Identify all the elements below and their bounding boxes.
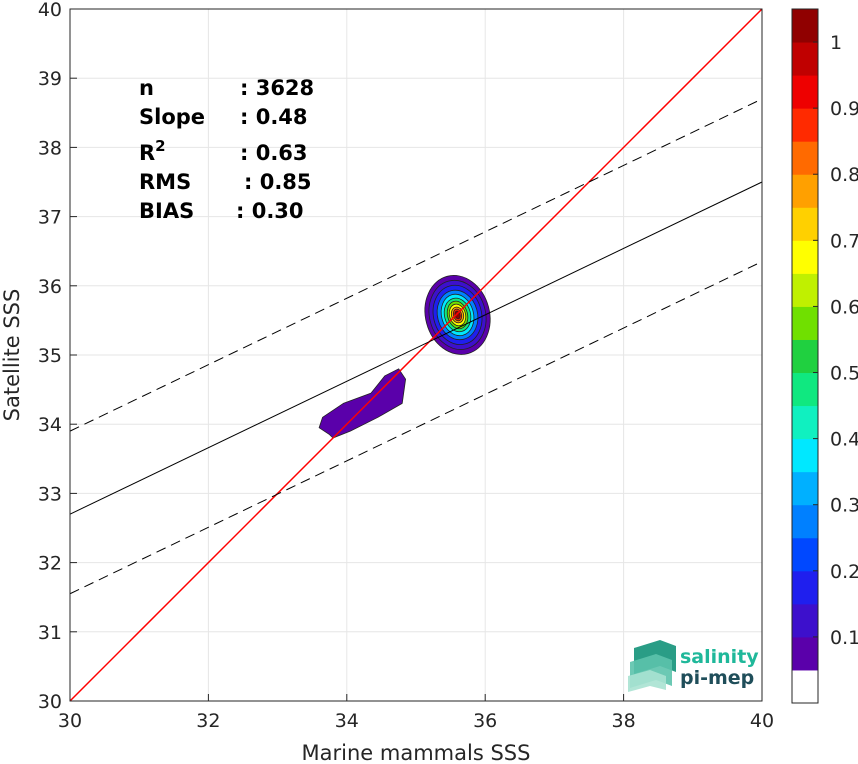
y-tick-label: 34 bbox=[38, 414, 62, 436]
colorbar-swatch bbox=[792, 570, 818, 605]
stat-label: BIAS bbox=[139, 199, 194, 223]
x-tick-label: 36 bbox=[473, 710, 497, 732]
colorbar-tick-label: 0.3 bbox=[830, 495, 858, 517]
y-tick-label: 36 bbox=[38, 276, 62, 298]
colorbar-swatch bbox=[792, 240, 818, 274]
colorbar-swatch bbox=[792, 504, 818, 539]
stat-label: RMS bbox=[139, 170, 191, 194]
colorbar-swatch bbox=[792, 471, 818, 506]
colorbar-swatch bbox=[792, 603, 818, 638]
x-tick-label: 40 bbox=[750, 710, 774, 732]
colorbar-swatch bbox=[792, 108, 818, 142]
y-tick-label: 30 bbox=[38, 691, 62, 713]
x-axis-label: Marine mammals SSS bbox=[302, 741, 531, 764]
stat-label: n bbox=[139, 76, 154, 100]
colorbar-swatch bbox=[792, 372, 818, 407]
stat-value: : 3628 bbox=[240, 76, 314, 100]
salinity-pi-mep-logo: salinity pi-mep bbox=[628, 640, 759, 692]
axes-frame bbox=[69, 8, 763, 702]
colorbar-swatch bbox=[792, 405, 818, 440]
line-identity bbox=[69, 8, 763, 702]
y-tick-label: 37 bbox=[38, 207, 62, 229]
logo-line1: salinity bbox=[680, 646, 759, 668]
colorbar-tick-label: 0.4 bbox=[830, 429, 858, 451]
plot-area: 30 32 34 36 38 40 30 31 32 33 34 35 36 37 38 39 40 Marine… bbox=[0, 0, 774, 764]
colorbar-swatch bbox=[792, 438, 818, 473]
colorbar-swatch bbox=[792, 306, 818, 340]
colorbar-swatch bbox=[792, 174, 818, 208]
y-tick-label: 38 bbox=[38, 137, 62, 159]
logo-icon bbox=[628, 640, 676, 692]
colorbar-tick-label: 0.9 bbox=[830, 98, 858, 120]
y-tick-label: 40 bbox=[38, 0, 62, 21]
x-tick-label: 30 bbox=[58, 710, 82, 732]
x-tick-label: 34 bbox=[335, 710, 359, 732]
colorbar-swatch bbox=[792, 339, 818, 374]
stat-value: : 0.48 bbox=[240, 105, 308, 129]
y-tick-label: 39 bbox=[38, 68, 62, 90]
colorbar-swatch bbox=[792, 42, 818, 76]
logo-line2: pi-mep bbox=[680, 667, 754, 689]
colorbar: 0.1 0.2 0.3 0.4 0.5 0.6 0.7 0.8 0.9 1 bbox=[791, 8, 858, 704]
y-axis-label: Satellite SSS bbox=[0, 289, 24, 422]
colorbar-swatch bbox=[792, 75, 818, 109]
y-tick-label: 33 bbox=[38, 483, 62, 505]
colorbar-swatch bbox=[792, 273, 818, 307]
stat-value: : 0.63 bbox=[240, 141, 308, 165]
colorbar-swatch bbox=[792, 207, 818, 241]
stat-value: : 0.85 bbox=[244, 170, 312, 194]
y-tick-label: 32 bbox=[38, 553, 62, 575]
y-tick-label: 35 bbox=[38, 345, 62, 367]
colorbar-tick-label: 0.2 bbox=[830, 561, 858, 583]
stat-label: Slope bbox=[139, 105, 205, 129]
colorbar-swatch bbox=[792, 537, 818, 572]
y-tick-label: 31 bbox=[38, 622, 62, 644]
stat-value: : 0.30 bbox=[236, 199, 304, 223]
colorbar-frame bbox=[791, 8, 819, 704]
x-tick-label: 32 bbox=[196, 710, 220, 732]
colorbar-tick-label: 0.1 bbox=[830, 627, 858, 649]
colorbar-tick-label: 0.7 bbox=[830, 230, 858, 252]
colorbar-tick-label: 0.6 bbox=[830, 296, 858, 318]
colorbar-tick-label: 0.8 bbox=[830, 164, 858, 186]
line-regression bbox=[69, 181, 763, 515]
colorbar-swatch bbox=[792, 9, 818, 43]
colorbar-tick-label: 0.5 bbox=[830, 363, 858, 385]
colorbar-tick-label: 1 bbox=[830, 32, 842, 54]
x-tick-label: 38 bbox=[612, 710, 636, 732]
stat-label-superscript: 2 bbox=[155, 137, 165, 155]
colorbar-swatch bbox=[792, 636, 818, 671]
colorbar-swatch bbox=[792, 669, 818, 704]
colorbar-swatch bbox=[792, 141, 818, 175]
